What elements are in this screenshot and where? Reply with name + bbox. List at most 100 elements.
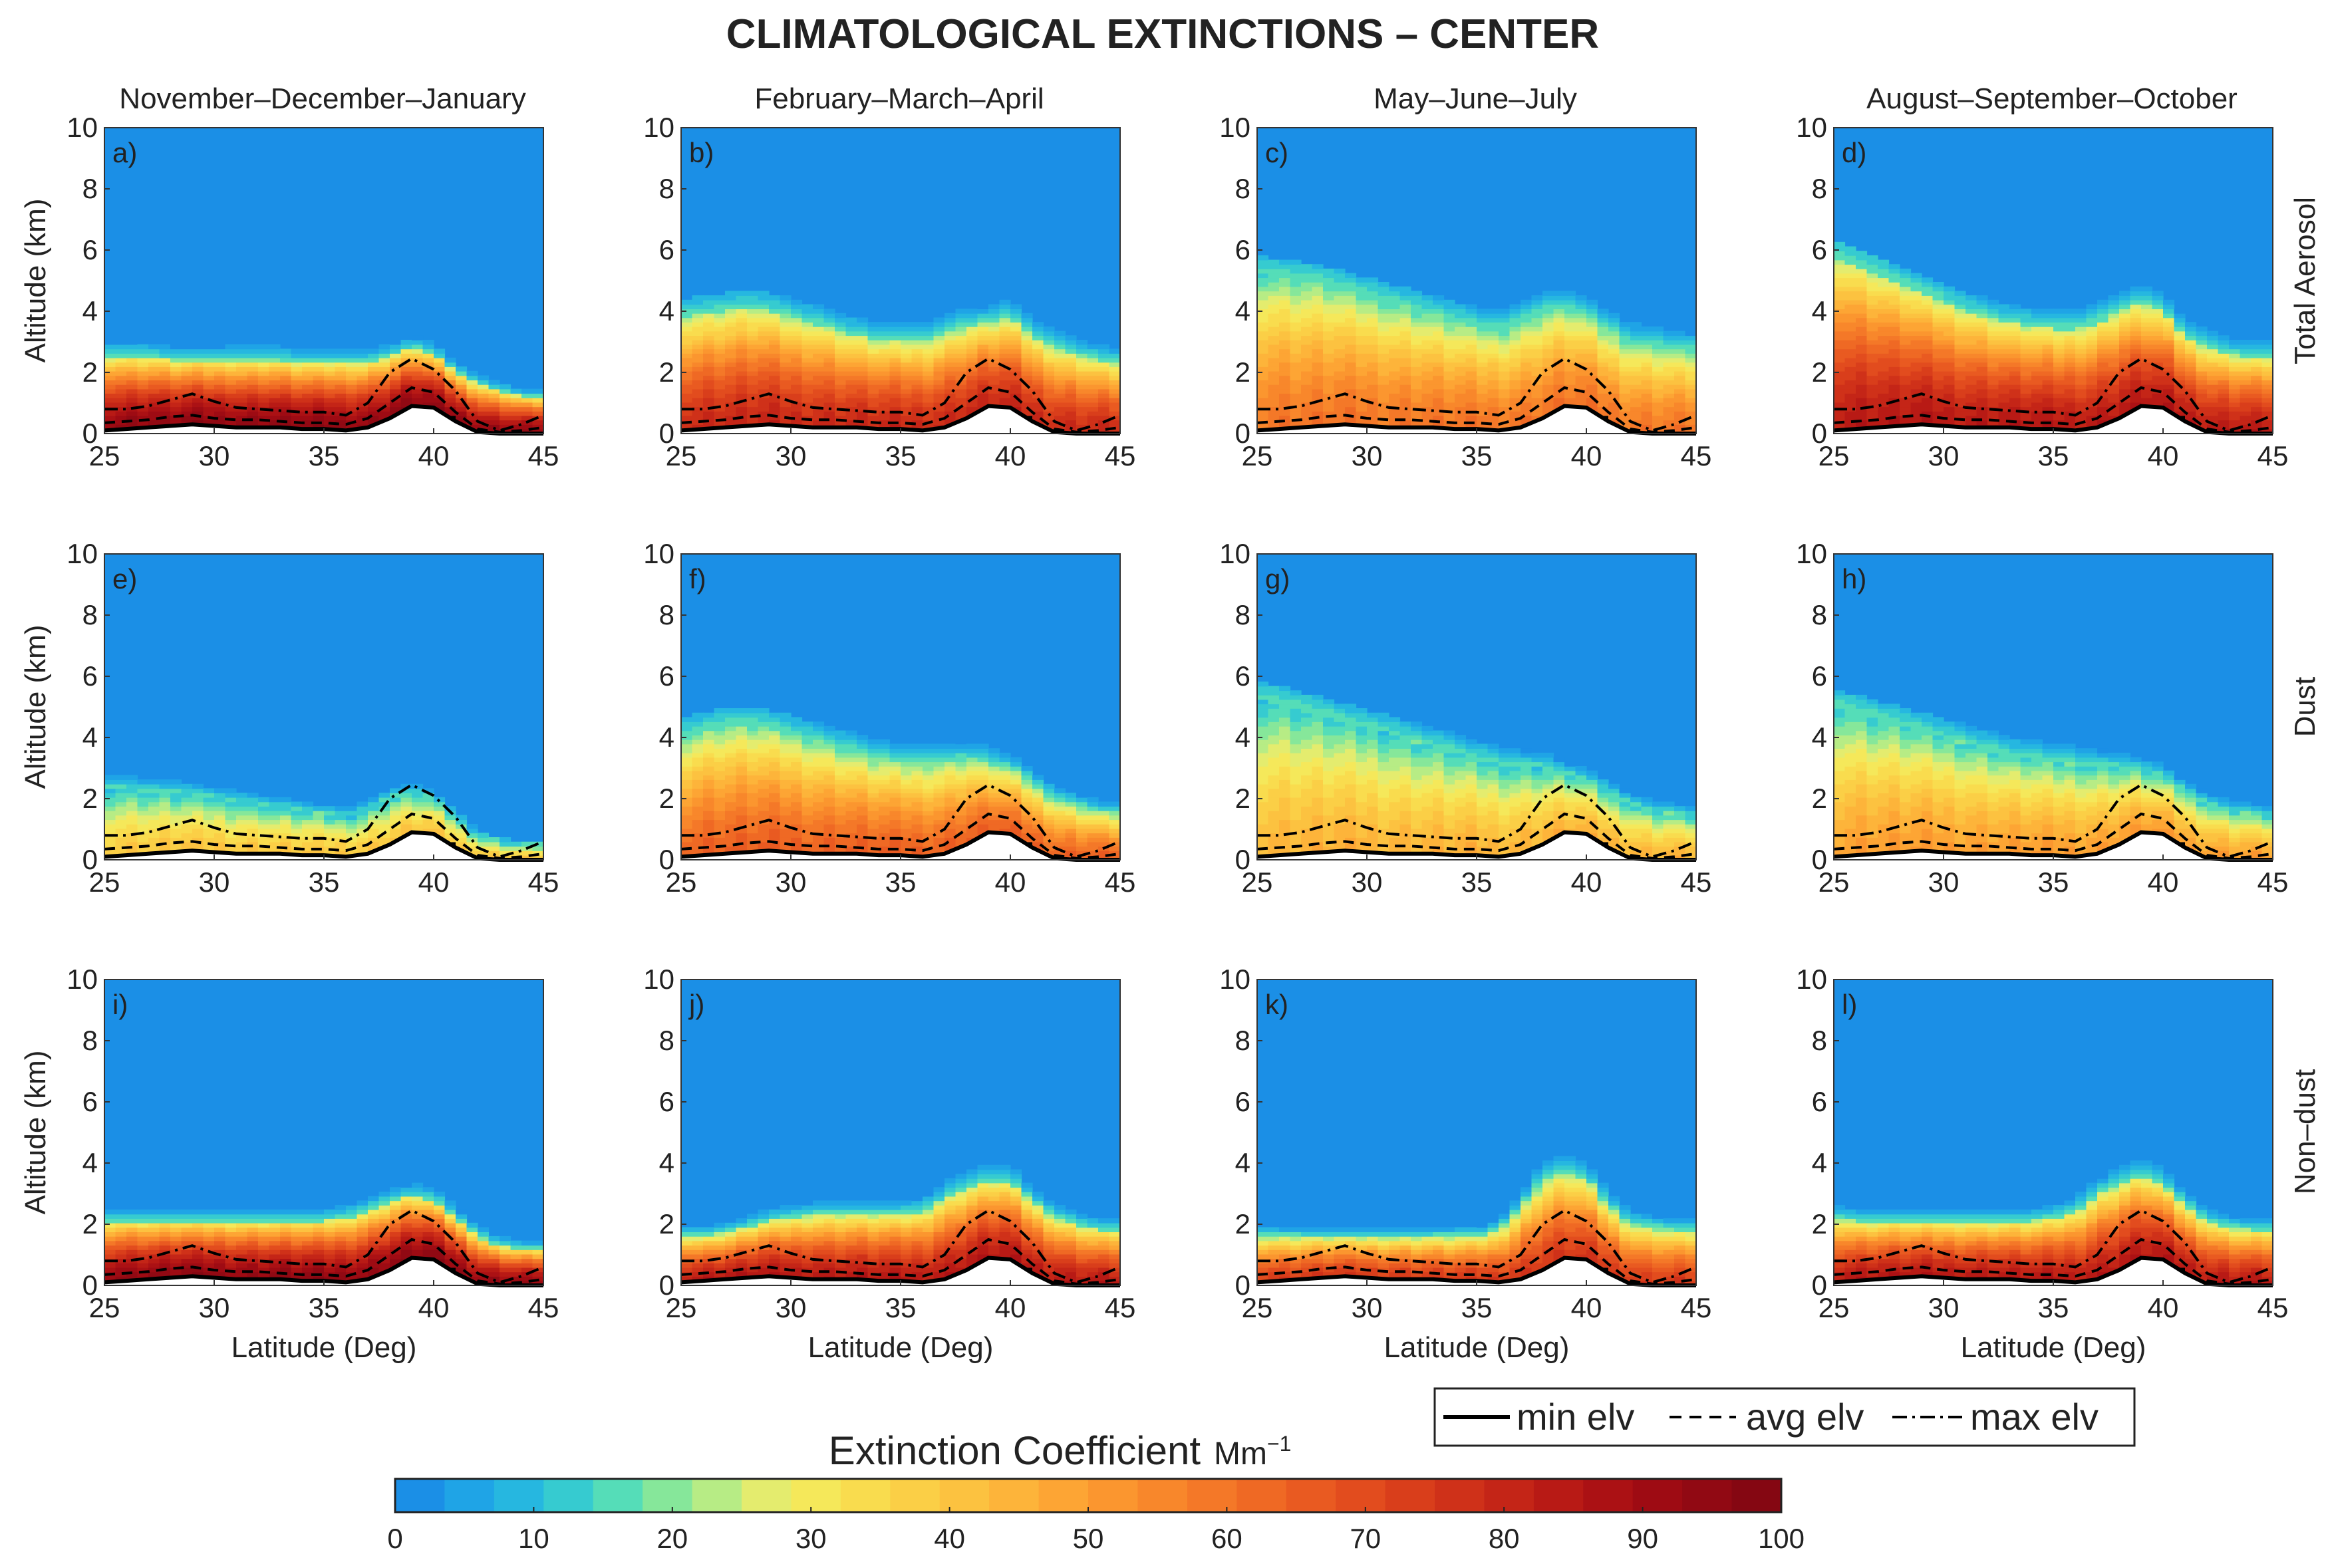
heatmap-cell [2075,380,2087,385]
heatmap-cell [714,406,726,412]
heatmap-cell [901,348,913,354]
heatmap-cell [813,330,825,336]
heatmap-cell [2119,353,2131,358]
heatmap-cell [736,366,748,372]
heatmap-cell [791,353,803,358]
heatmap-cell [2064,340,2076,345]
heatmap-cell [791,304,803,309]
heatmap-cell [966,317,978,323]
heatmap-cell [2261,384,2273,390]
heatmap-cell [1411,393,1423,398]
heatmap-cell [1564,380,1576,385]
heatmap-cell [104,775,116,780]
heatmap-cell [1065,375,1077,380]
heatmap-cell [769,330,781,336]
heatmap-cell [302,810,314,816]
heatmap-cell [1954,335,1966,340]
heatmap-cell [521,424,533,430]
heatmap-cell [269,806,281,811]
heatmap-cell [1564,348,1576,354]
heatmap-cell [181,406,193,412]
heatmap-cell [1844,357,1856,363]
heatmap-cell [867,366,879,372]
heatmap-cell [1976,295,1988,301]
heatmap-cell [1922,420,1934,425]
heatmap-cell [879,335,891,340]
heatmap-cell [2163,344,2175,350]
heatmap-cell [1954,398,1966,403]
heatmap-cell [2042,384,2054,390]
heatmap-cell [747,721,759,727]
heatmap-cell [747,779,759,785]
heatmap-cell [2031,335,2043,340]
heatmap-cell [1586,357,1598,363]
heatmap-cell [1389,299,1401,305]
heatmap-cell [1834,398,1846,403]
heatmap-cell [1844,348,1856,354]
heatmap-cell [148,393,160,398]
heatmap-cell [1378,388,1389,394]
heatmap-cell [1888,317,1900,323]
heatmap-cell [302,402,314,408]
heatmap-cell [357,348,368,354]
heatmap-cell [747,406,759,412]
heatmap-cell [2119,380,2131,385]
heatmap-cell [845,398,857,403]
heatmap-cell [923,330,935,336]
heatmap-cell [2240,370,2252,376]
heatmap-cell [1834,322,1846,327]
heatmap-cell [1685,380,1697,385]
heatmap-cell [1257,415,1269,421]
heatmap-cell [933,402,945,408]
heatmap-cell [225,411,237,416]
heatmap-cell [725,326,737,332]
heatmap-cell [2086,322,2098,327]
heatmap-cell [1922,348,1934,354]
heatmap-cell [2064,406,2076,412]
heatmap-cell [1087,406,1099,412]
heatmap-cell [911,357,923,363]
heatmap-cell [1389,309,1401,314]
heatmap-cell [2141,291,2153,296]
heatmap-cell [1856,317,1868,323]
heatmap-cell [1586,299,1598,305]
heatmap-cell [1389,286,1401,292]
heatmap-cell [1487,375,1499,380]
heatmap-cell [758,406,770,412]
heatmap-cell [1542,362,1554,367]
heatmap-cell [2240,420,2252,425]
heatmap-cell [1487,424,1499,430]
heatmap-cell [955,340,967,345]
heatmap-cell [692,424,704,430]
heatmap-cell [368,828,380,834]
heatmap-cell [988,388,1000,394]
heatmap-cell [181,384,193,390]
heatmap-cell [889,380,901,385]
heatmap-cell [791,326,803,332]
heatmap-cell [1685,393,1697,398]
heatmap-cell [791,411,803,416]
heatmap-cell [1932,282,1944,287]
heatmap-cell [703,326,715,332]
heatmap-cell [747,353,759,358]
heatmap-cell [1987,411,1999,416]
heatmap-cell [747,824,759,829]
heatmap-cell [923,370,935,376]
heatmap-cell [1323,282,1335,287]
heatmap-cell [1443,362,1455,367]
heatmap-cell [736,757,748,763]
heatmap-cell [769,748,781,753]
heatmap-cell [357,393,368,398]
heatmap-cell [1290,402,1302,408]
heatmap-cell [126,837,138,843]
heatmap-cell [1965,388,1977,394]
heatmap-cell [1356,295,1368,301]
heatmap-cell [390,797,402,803]
heatmap-cell [258,810,270,816]
heatmap-cell [758,295,770,301]
heatmap-cell [378,366,390,372]
heatmap-cell [988,309,1000,314]
heatmap-cell [801,353,813,358]
heatmap-cell [170,797,182,803]
heatmap-cell [1499,406,1511,412]
